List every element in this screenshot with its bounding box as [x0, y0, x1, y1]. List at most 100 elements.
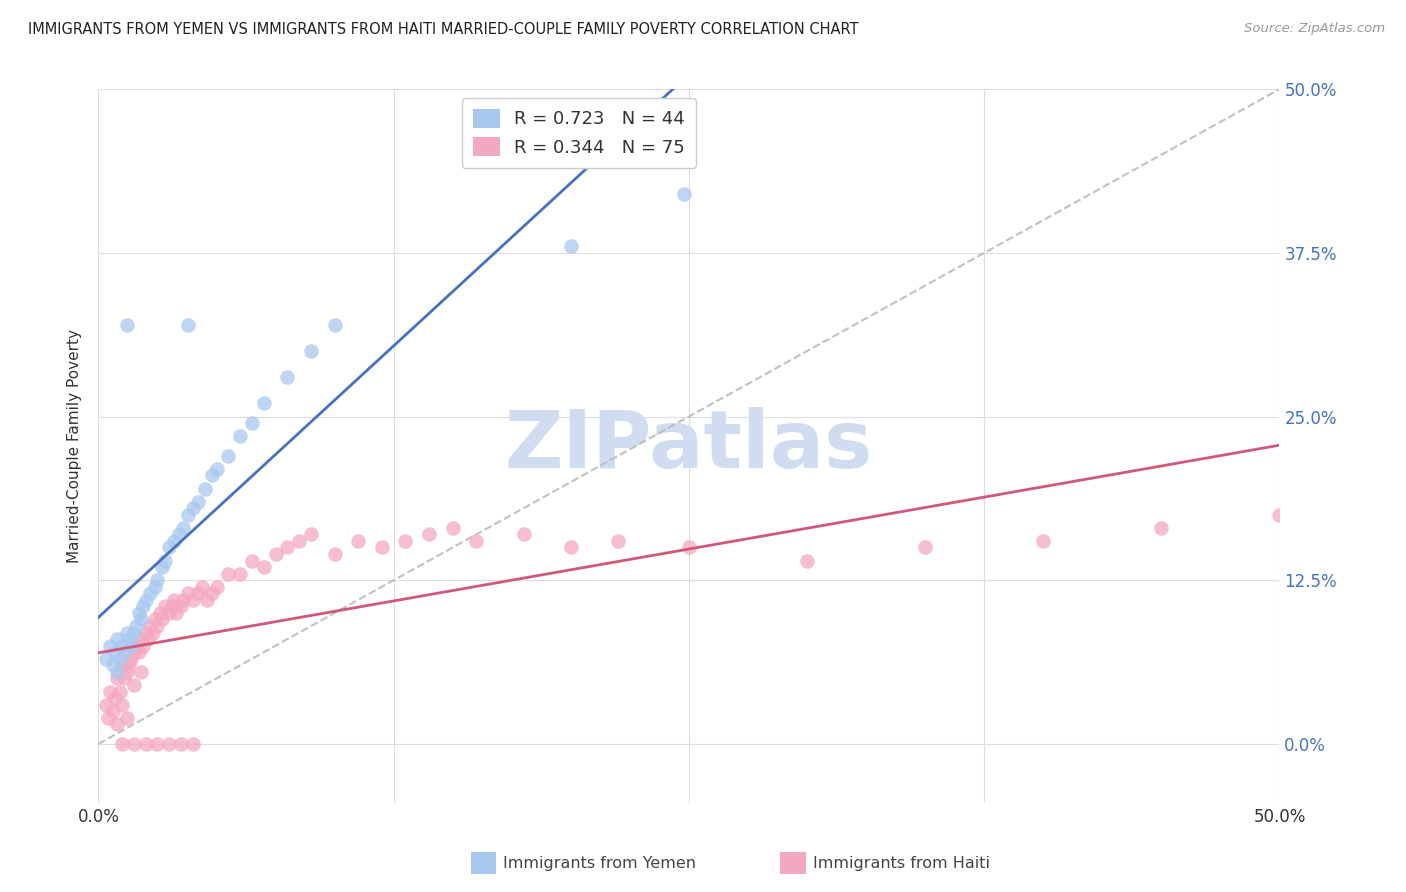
Legend: R = 0.723   N = 44, R = 0.344   N = 75: R = 0.723 N = 44, R = 0.344 N = 75 — [461, 98, 696, 168]
Point — [1150, 521, 1173, 535]
Point — [253, 396, 276, 410]
Point — [240, 553, 263, 567]
Point — [914, 541, 936, 555]
Point — [94, 652, 117, 666]
Point — [122, 737, 145, 751]
Point — [108, 652, 131, 666]
Text: Immigrants from Haiti: Immigrants from Haiti — [813, 856, 990, 871]
Point — [121, 652, 143, 666]
Point — [129, 665, 152, 679]
Point — [94, 698, 117, 712]
Point — [276, 370, 298, 384]
Point — [142, 625, 165, 640]
Point — [157, 606, 180, 620]
Point — [177, 586, 200, 600]
Text: IMMIGRANTS FROM YEMEN VS IMMIGRANTS FROM HAITI MARRIED-COUPLE FAMILY POVERTY COR: IMMIGRANTS FROM YEMEN VS IMMIGRANTS FROM… — [28, 22, 859, 37]
Point — [264, 547, 287, 561]
Point — [205, 580, 228, 594]
Point — [111, 658, 134, 673]
Point — [181, 501, 204, 516]
Point — [796, 553, 818, 567]
Point — [1032, 533, 1054, 548]
Point — [135, 625, 157, 640]
Point — [512, 527, 534, 541]
Point — [323, 318, 346, 332]
Point — [170, 599, 193, 614]
Point — [371, 541, 394, 555]
Point — [112, 672, 135, 686]
Point — [122, 678, 145, 692]
Point — [673, 186, 696, 201]
Text: ZIPatlas: ZIPatlas — [505, 407, 873, 485]
Point — [128, 606, 150, 620]
Point — [299, 527, 322, 541]
Point — [205, 462, 228, 476]
Point — [201, 468, 224, 483]
Point — [129, 632, 152, 647]
Point — [129, 612, 152, 626]
Point — [122, 625, 145, 640]
Point — [177, 508, 200, 522]
Point — [132, 639, 155, 653]
Point — [146, 619, 169, 633]
Point — [678, 541, 700, 555]
Point — [97, 711, 120, 725]
Text: Immigrants from Yemen: Immigrants from Yemen — [503, 856, 696, 871]
Point — [111, 639, 134, 653]
Point — [217, 566, 239, 581]
Point — [394, 533, 416, 548]
Point — [157, 541, 180, 555]
Point — [299, 344, 322, 359]
Point — [157, 737, 180, 751]
Point — [111, 698, 134, 712]
Point — [139, 586, 162, 600]
Point — [105, 665, 128, 679]
Point — [135, 737, 157, 751]
Point — [181, 592, 204, 607]
Point — [143, 580, 166, 594]
Point — [112, 645, 135, 659]
Point — [253, 560, 276, 574]
Point — [323, 547, 346, 561]
Point — [135, 592, 157, 607]
Point — [165, 606, 187, 620]
Point — [229, 429, 252, 443]
Point — [125, 619, 148, 633]
Point — [560, 239, 582, 253]
Point — [139, 619, 162, 633]
Point — [150, 612, 173, 626]
Point — [607, 533, 630, 548]
Point — [118, 632, 141, 647]
Point — [125, 639, 148, 653]
Point — [187, 586, 209, 600]
Point — [288, 533, 311, 548]
Point — [146, 573, 169, 587]
Point — [104, 691, 127, 706]
Point — [160, 599, 183, 614]
Point — [115, 711, 138, 725]
Point — [146, 737, 169, 751]
Text: Source: ZipAtlas.com: Source: ZipAtlas.com — [1244, 22, 1385, 36]
Point — [150, 560, 173, 574]
Point — [217, 449, 239, 463]
Point — [136, 632, 159, 647]
Point — [560, 541, 582, 555]
Point — [132, 599, 155, 614]
Point — [115, 625, 138, 640]
Point — [465, 533, 488, 548]
Point — [143, 612, 166, 626]
Point — [128, 645, 150, 659]
Point — [122, 645, 145, 659]
Point — [170, 737, 193, 751]
Point — [347, 533, 370, 548]
Point — [191, 580, 214, 594]
Point — [153, 599, 176, 614]
Point — [98, 639, 121, 653]
Point — [121, 639, 143, 653]
Point — [149, 606, 172, 620]
Point — [115, 665, 138, 679]
Point — [167, 527, 190, 541]
Y-axis label: Married-Couple Family Poverty: Married-Couple Family Poverty — [67, 329, 83, 563]
Point — [1268, 508, 1291, 522]
Point — [163, 533, 186, 548]
